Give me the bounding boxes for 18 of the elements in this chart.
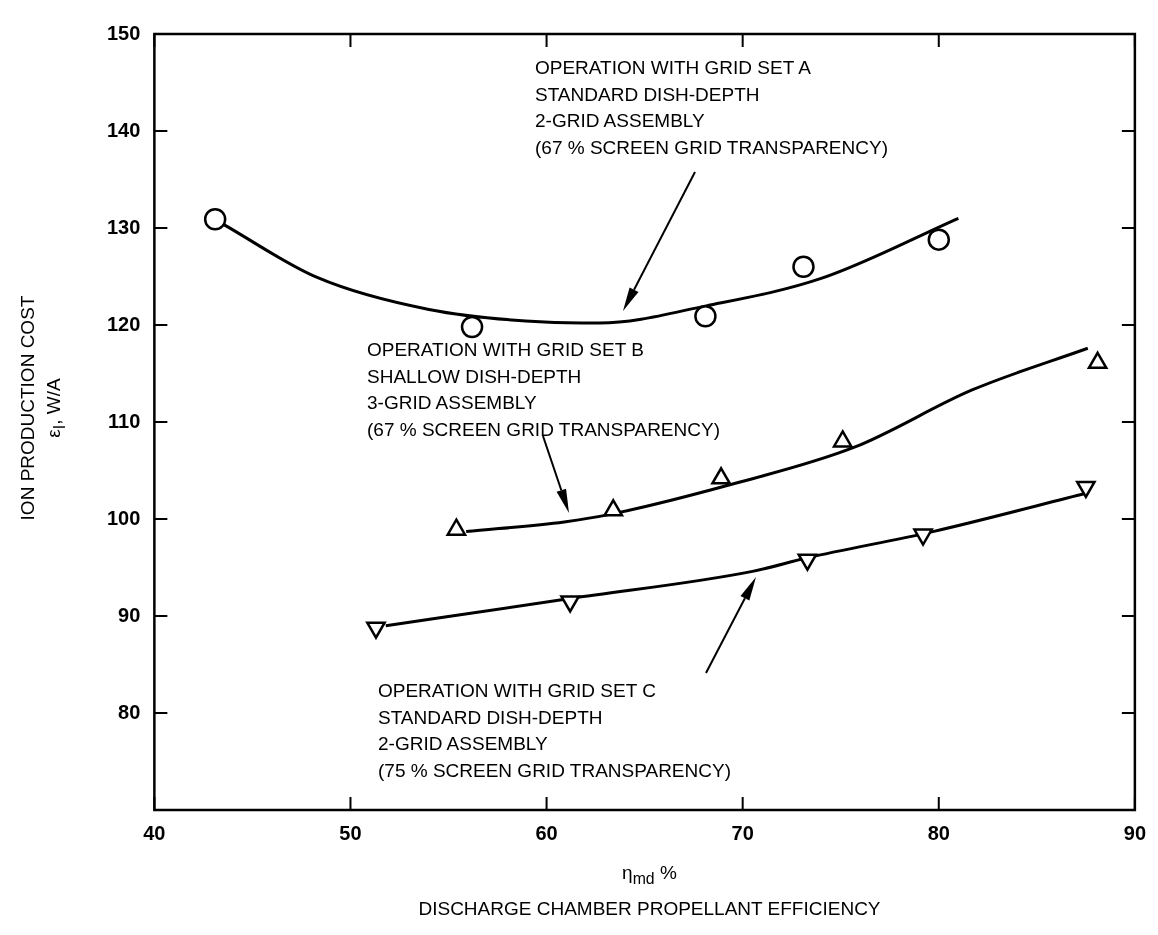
y-tick-label: 100	[106, 506, 141, 529]
annotation: OPERATION WITH GRID SET B SHALLOW DISH-DEPTH 3-GRID ASSEMBLY (67 % SCREEN GRID TRANSPARENCY)	[367, 338, 720, 442]
y-tick-label: 130	[106, 215, 141, 238]
x-tick-label: 70	[731, 821, 754, 844]
y-tick-label: 80	[118, 700, 141, 723]
x-tick-label: 60	[535, 821, 558, 844]
annotation: OPERATION WITH GRID SET C STANDARD DISH-DEPTH 2-GRID ASSEMBLY (75 % SCREEN GRID TRANSPARENCY)	[378, 679, 731, 783]
annotation: OPERATION WITH GRID SET A STANDARD DISH-DEPTH 2-GRID ASSEMBLY (67 % SCREEN GRID TRANSPARENCY)	[535, 56, 888, 160]
x-tick-label: 90	[1123, 821, 1146, 844]
y-tick-label: 140	[106, 118, 141, 141]
x-axis-title: η$_{md}$ % DISCHARGE CHAMBER PROPELLANT EFFICIENCY	[417, 861, 882, 921]
y-tick-label: 110	[108, 409, 141, 432]
y-tick-label: 150	[106, 21, 141, 44]
x-tick-label: 80	[927, 821, 950, 844]
x-tick-label: 50	[339, 821, 362, 844]
x-tick-label: 40	[143, 821, 166, 844]
y-tick-label: 90	[118, 603, 141, 626]
y-tick-label: 120	[106, 312, 141, 335]
